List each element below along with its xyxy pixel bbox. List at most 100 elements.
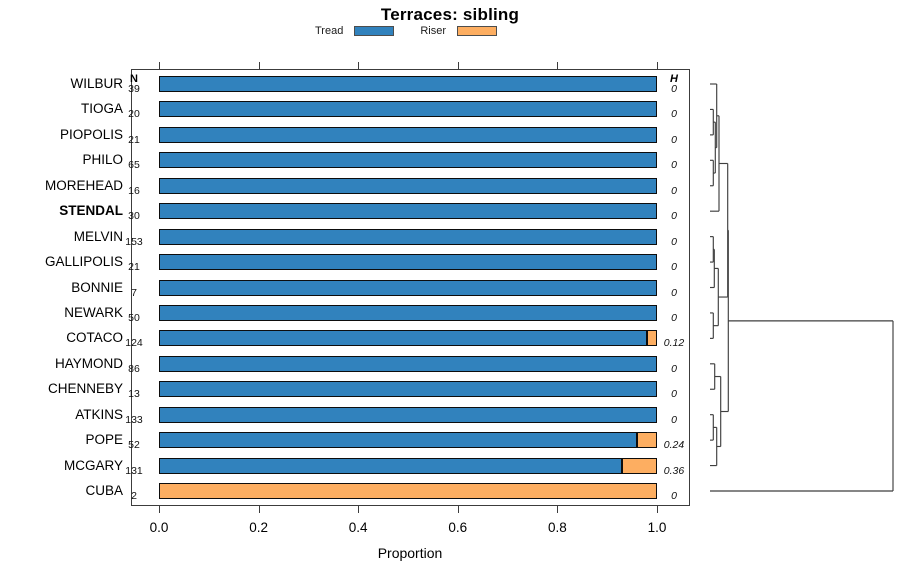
n-value: 86 [128, 362, 140, 375]
legend: Tread Riser [0, 25, 812, 37]
bar-segment-tread [159, 406, 657, 423]
h-value: 0 [671, 159, 677, 172]
x-axis-tick-label: 0.2 [249, 520, 268, 535]
row-label: COTACO [66, 330, 123, 346]
n-value: 16 [128, 184, 140, 197]
bar-segment-tread [159, 457, 623, 474]
row-label: CUBA [85, 483, 123, 498]
n-value: 52 [128, 439, 140, 452]
bar-segment-tread [159, 432, 638, 449]
legend-swatch-tread [354, 26, 395, 36]
x-axis-tick-bottom [557, 506, 559, 513]
n-value: 39 [128, 83, 140, 95]
row-label: BONNIE [71, 279, 123, 295]
bar-segment-tread [159, 279, 657, 296]
bar-segment-tread [159, 76, 657, 92]
row-label: ATKINS [75, 406, 123, 422]
bar-segment-tread [159, 304, 657, 321]
row-label: NEWARK [64, 304, 123, 320]
legend-swatch-riser [457, 26, 497, 36]
bar-segment-tread [159, 203, 657, 220]
h-value: 0 [671, 388, 677, 401]
x-axis-tick-top [657, 62, 658, 69]
row-label: PHILO [82, 152, 123, 168]
row-label: MCGARY [63, 457, 123, 473]
bar-segment-tread [159, 381, 657, 398]
bar-segment-riser [647, 330, 657, 347]
legend-item-tread: Tread [315, 25, 395, 37]
h-value: 0.36 [663, 464, 685, 477]
x-axis-label: Proportion [377, 545, 443, 561]
x-axis-tick-label: 0.0 [149, 520, 169, 535]
row-label: STENDAL [59, 203, 123, 219]
n-value: 131 [125, 464, 143, 477]
h-value: 0 [671, 261, 677, 274]
n-value: 21 [128, 261, 140, 274]
row-label: GALLIPOLIS [44, 254, 123, 270]
h-value: 0 [671, 210, 677, 223]
row-label: PIOPOLIS [59, 126, 123, 142]
x-axis-tick-bottom [657, 506, 658, 513]
legend-label-tread: Tread [315, 25, 344, 37]
h-value: 0 [671, 311, 677, 324]
n-value: 2 [131, 490, 137, 502]
n-value: 133 [125, 413, 143, 426]
n-value: 7 [131, 286, 137, 299]
x-axis-tick-top [159, 62, 160, 69]
x-axis-tick-bottom [457, 506, 459, 513]
n-value: 20 [128, 108, 140, 121]
n-value: 50 [128, 311, 140, 324]
bar-segment-tread [159, 330, 648, 347]
row-label: WILBUR [70, 76, 123, 91]
row-label: TIOGA [80, 101, 123, 117]
x-axis-tick-label: 0.6 [448, 520, 468, 535]
column-header-h: H [670, 73, 678, 85]
legend-label-riser: Riser [420, 25, 446, 37]
legend-item-riser: Riser [420, 25, 497, 37]
bar-segment-tread [159, 152, 657, 169]
row-label: HAYMOND [54, 355, 123, 371]
h-value: 0 [671, 362, 677, 375]
column-header-n: N [130, 73, 138, 85]
n-value: 21 [128, 133, 140, 146]
chart-title: Terraces: sibling [380, 5, 520, 24]
h-value: 0 [671, 413, 677, 426]
n-value: 153 [125, 235, 143, 248]
x-axis-tick-bottom [258, 506, 260, 513]
row-label: POPE [85, 432, 123, 448]
bar-segment-tread [159, 101, 657, 118]
h-value: 0 [671, 133, 677, 146]
n-value: 30 [128, 210, 140, 223]
row-label: MELVIN [73, 228, 123, 244]
bar-segment-tread [159, 228, 657, 245]
h-value: 0 [671, 108, 677, 121]
x-axis-tick-label: 0.8 [548, 520, 567, 535]
bar-segment-tread [159, 126, 657, 143]
h-value: 0 [671, 235, 677, 248]
h-value: 0 [671, 490, 677, 502]
bar-segment-riser [637, 432, 657, 449]
n-value: 65 [128, 159, 140, 172]
x-axis-tick-label: 1.0 [647, 520, 667, 535]
x-axis-tick-top [457, 62, 459, 69]
x-axis-tick-bottom [159, 506, 160, 513]
x-axis-tick-top [557, 62, 559, 69]
h-value: 0 [671, 286, 677, 299]
bar-segment-tread [159, 254, 657, 271]
n-value: 124 [125, 337, 143, 350]
bar-segment-riser [622, 457, 657, 474]
n-value: 13 [128, 388, 140, 401]
x-axis-tick-top [358, 62, 360, 69]
bar-segment-tread [159, 177, 657, 194]
x-axis-tick-bottom [358, 506, 360, 513]
plot-area-box [131, 69, 690, 506]
x-axis-tick-label: 0.4 [348, 520, 368, 535]
row-label: CHENNEBY [47, 381, 123, 397]
bar-segment-tread [159, 355, 657, 372]
h-value: 0.24 [663, 439, 685, 452]
h-value: 0 [671, 83, 677, 95]
row-label: MOREHEAD [44, 177, 123, 193]
h-value: 0 [671, 184, 677, 197]
h-value: 0.12 [663, 337, 685, 350]
